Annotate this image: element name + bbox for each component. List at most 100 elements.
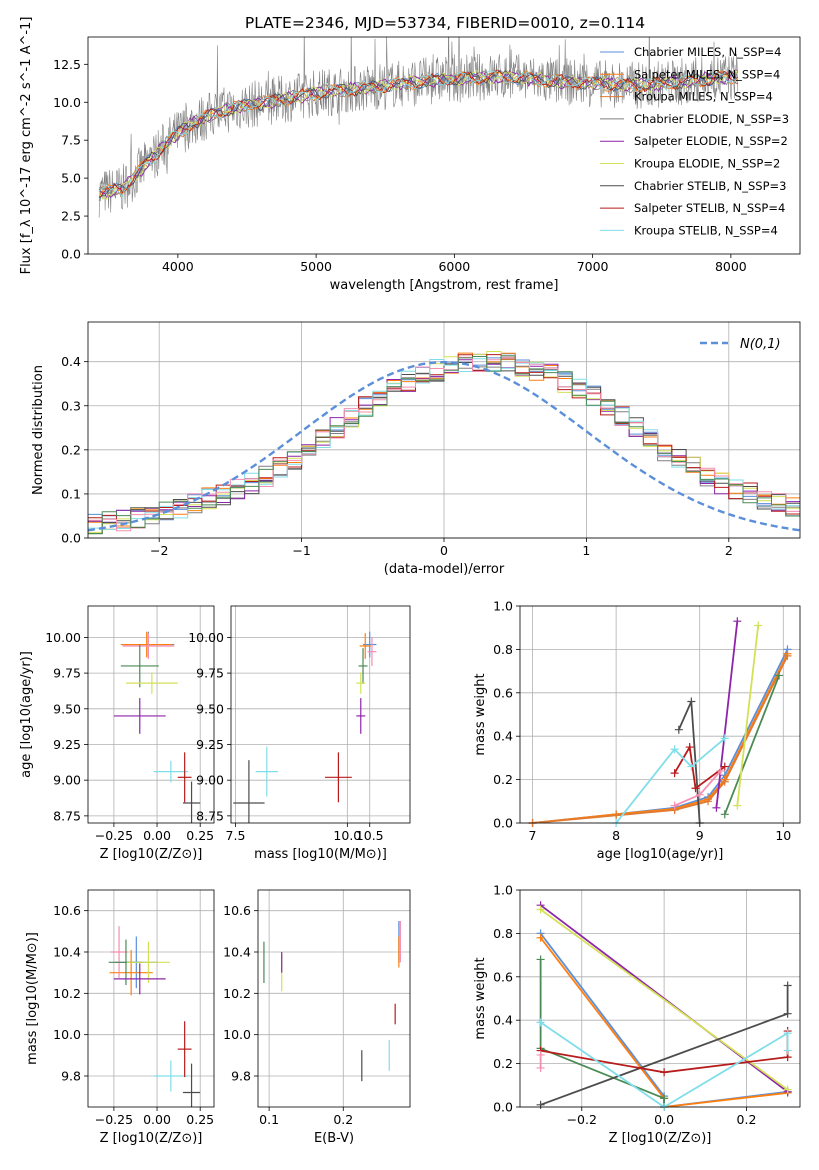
y-tick-label: 9.8	[61, 1069, 81, 1084]
plus-marker	[670, 769, 679, 778]
legend-label: Kroupa MILES, N_SSP=4	[634, 90, 773, 104]
mass-weight-series	[540, 1021, 789, 1107]
y-tick-label: 0.0	[61, 531, 81, 546]
legend-label: Salpeter STELIB, N_SSP=4	[634, 201, 785, 215]
x-axis-label: Z [log10(Z/Z⊙)]	[609, 1131, 712, 1146]
y-tick-label: 10.4	[53, 945, 81, 960]
gaussian-curve	[87, 360, 801, 532]
y-tick-label: 10.2	[53, 986, 81, 1001]
y-tick-label: 0.4	[61, 354, 81, 369]
mass-weight-series	[723, 675, 780, 815]
x-tick-label: 0.2	[737, 1112, 757, 1127]
y-tick-label: 9.50	[196, 701, 224, 716]
error-bar-point	[233, 760, 265, 823]
x-axis-label: Z [log10(Z/Z⊙)]	[100, 1131, 203, 1146]
mass-vs-metallicity-panel: −0.25 0.00 0.25 9.8 10.0 10.2 10.4 10.6 Z [log10…	[25, 889, 215, 1146]
plus-marker	[720, 810, 729, 819]
age-vs-mass-panel: 7.5 10.010.5 8.75 9.00 9.25 9.50 9.75 10.00 mass…	[188, 605, 411, 862]
y-tick-label: 0.6	[493, 685, 513, 700]
plus-marker	[536, 933, 545, 942]
model-spectrum	[98, 69, 738, 199]
plus-marker	[720, 762, 729, 771]
y-axis-label: mass [log10(M/M⊙)]	[25, 932, 40, 1065]
plus-marker	[670, 745, 679, 754]
plus-marker	[720, 777, 729, 786]
error-bar-point	[356, 698, 366, 734]
plus-marker	[783, 1085, 792, 1094]
x-tick-label: 8000	[715, 259, 747, 274]
x-axis-label: Z [log10(Z/Z⊙)]	[100, 847, 203, 862]
error-bar-point	[120, 631, 173, 658]
plus-marker	[536, 1063, 545, 1072]
plus-marker	[536, 905, 545, 914]
y-axis-label: mass weight	[473, 957, 488, 1039]
y-tick-label: 8.75	[196, 808, 224, 823]
x-tick-label: 0.00	[143, 828, 171, 843]
x-tick-label: 10.5	[356, 828, 384, 843]
legend-label: Kroupa ELODIE, N_SSP=2	[634, 157, 780, 171]
error-bar-point	[255, 746, 278, 797]
mass-weight-vs-metallicity-panel: −0.2 0.0 0.2 0.0 0.2 0.4 0.6 0.8 1.0 Z [log10(Z/Z…	[473, 883, 801, 1146]
x-tick-label: −0.25	[95, 1112, 133, 1127]
error-bar-point	[324, 752, 352, 803]
y-tick-label: 0.8	[493, 926, 513, 941]
plus-marker	[687, 762, 696, 771]
x-tick-label: −0.25	[95, 828, 133, 843]
x-tick-label: 0	[440, 543, 448, 558]
legend-label: Kroupa STELIB, N_SSP=4	[634, 223, 778, 237]
error-bar-point	[126, 941, 170, 983]
x-axis-label: wavelength [Angstrom, rest frame]	[330, 278, 559, 293]
y-tick-label: 0.0	[61, 247, 81, 262]
plus-marker	[670, 801, 679, 810]
y-tick-label: 5.0	[61, 171, 81, 186]
x-tick-label: 7.5	[226, 828, 246, 843]
plus-marker	[536, 1018, 545, 1027]
axes-frame	[519, 889, 801, 1108]
axes-frame	[87, 321, 801, 539]
plus-marker	[783, 1009, 792, 1018]
axes-frame	[257, 889, 411, 1108]
y-tick-label: 0.0	[493, 1100, 513, 1115]
y-tick-label: 2.5	[61, 209, 81, 224]
mass-weight-series	[532, 653, 789, 823]
y-tick-label: 10.4	[223, 945, 251, 960]
mass-weight-series	[736, 625, 760, 806]
legend-label: Salpeter ELODIE, N_SSP=2	[634, 134, 788, 148]
plus-marker	[733, 617, 742, 626]
plus-marker	[695, 790, 704, 799]
histogram-series	[88, 356, 800, 532]
error-bar-point	[122, 633, 175, 659]
plus-marker	[536, 1100, 545, 1109]
y-tick-label: 0.6	[493, 969, 513, 984]
mass-weight-series	[539, 959, 665, 1107]
mass-weight-series	[540, 908, 789, 1091]
plus-marker	[660, 1094, 669, 1103]
y-tick-label: 0.4	[493, 729, 513, 744]
mass-weight-series	[715, 621, 739, 808]
y-axis-label: mass weight	[473, 673, 488, 755]
x-tick-label: 7	[529, 828, 537, 843]
mass-weight-series	[532, 655, 789, 823]
legend-label: Chabrier STELIB, N_SSP=3	[634, 179, 786, 193]
x-axis-label: E(B-V)	[314, 1131, 354, 1146]
y-axis-label: age [log10(age/yr)]	[19, 651, 34, 778]
figure-title: PLATE=2346, MJD=53734, FIBERID=0010, z=0…	[245, 14, 645, 32]
error-bar-point	[109, 949, 153, 996]
plus-marker	[716, 766, 725, 775]
error-bar-point	[182, 781, 201, 823]
y-tick-label: 10.2	[223, 986, 251, 1001]
y-tick-label: 10.0	[223, 1027, 251, 1042]
y-tick-label: 0.2	[493, 1056, 513, 1071]
x-tick-label: 2	[725, 543, 733, 558]
y-tick-label: 10.6	[53, 903, 81, 918]
plus-marker	[783, 981, 792, 990]
plus-marker	[685, 743, 694, 752]
y-tick-label: 0.2	[61, 442, 81, 457]
axes-frame	[87, 36, 801, 255]
x-tick-label: −1	[292, 543, 310, 558]
plus-marker	[612, 811, 621, 820]
y-tick-label: 0.3	[61, 398, 81, 413]
plus-marker	[704, 797, 713, 806]
legend-label: Chabrier ELODIE, N_SSP=3	[634, 112, 789, 126]
